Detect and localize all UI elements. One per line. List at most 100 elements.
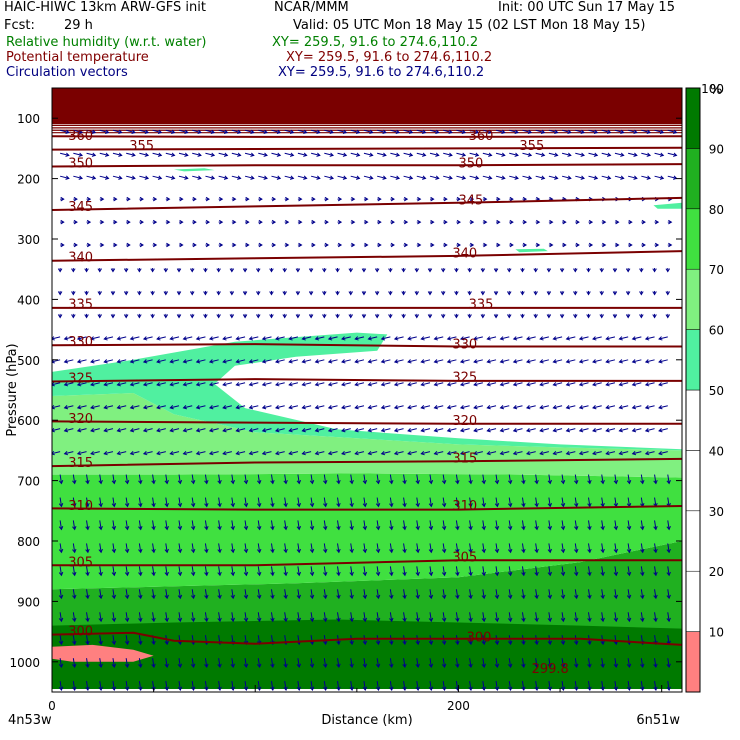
vector-arrow-620: [375, 589, 381, 600]
vector-shaft: [561, 658, 564, 668]
vector-arrow-762: [446, 405, 457, 410]
vector-shaft: [654, 175, 664, 179]
vector-shaft: [337, 566, 340, 576]
vector-head: [403, 242, 409, 248]
vector-arrow-923: [534, 658, 539, 669]
vector-head: [177, 480, 183, 485]
vector-shaft: [508, 658, 512, 668]
vector-arrow-158: [137, 313, 142, 319]
vector-shaft: [632, 428, 642, 432]
vector-head: [665, 268, 671, 273]
vector-head: [407, 336, 412, 341]
vector-arrow-303: [218, 196, 224, 202]
vector-head: [521, 594, 526, 600]
vector-arrow-254: [192, 219, 197, 225]
vector-shaft: [165, 543, 168, 553]
vector-head: [138, 502, 143, 508]
vector-arrow-127: [126, 175, 136, 180]
vector-arrow-1073: [613, 658, 619, 669]
vector-head: [362, 594, 368, 600]
vector-arrow-919: [534, 566, 539, 577]
vector-arrow-888: [512, 428, 523, 433]
vector-shaft: [337, 589, 340, 599]
vector-head: [309, 571, 315, 577]
vector-head: [562, 219, 567, 225]
vector-head: [349, 594, 354, 600]
vector-head: [208, 405, 214, 410]
vector-arrow-2: [60, 175, 70, 180]
vector-arrow-660: [393, 359, 404, 364]
vector-head: [90, 428, 95, 433]
vector-arrow-174: [138, 681, 143, 691]
vector-shaft: [658, 382, 668, 386]
vector-shaft: [390, 129, 400, 133]
vector-head: [587, 502, 592, 508]
vector-arrow-592: [362, 520, 368, 531]
vector-arrow-748: [441, 658, 447, 669]
vector-arrow-89: [90, 450, 100, 456]
vector-arrow-402: [271, 175, 282, 180]
vector-arrow-231: [176, 267, 182, 273]
vector-arrow-312: [208, 405, 219, 410]
vector-head: [116, 405, 121, 410]
vector-head: [71, 268, 76, 273]
vector-shaft: [640, 497, 644, 507]
vector-arrow-500: [324, 129, 334, 134]
vector-arrow-651: [403, 152, 414, 157]
vector-arrow-481: [308, 267, 314, 273]
vector-arrow-925: [548, 129, 559, 134]
vector-head: [271, 196, 277, 202]
vector-shaft: [165, 175, 175, 179]
vector-arrow-273: [190, 658, 196, 669]
vector-shaft: [473, 428, 483, 432]
vector-arrow-993: [574, 543, 579, 554]
vector-shaft: [588, 681, 591, 691]
vector-head: [440, 268, 446, 273]
vector-head: [522, 219, 528, 225]
vector-head: [131, 175, 136, 180]
vector-head: [507, 480, 513, 485]
theta-line-360: [52, 135, 682, 138]
vector-shaft: [257, 658, 261, 668]
vector-head: [98, 571, 103, 577]
vector-shaft: [284, 681, 287, 691]
vector-arrow-574: [349, 681, 354, 691]
vector-shaft: [196, 405, 206, 409]
vector-arrow-916: [534, 497, 539, 508]
vector-head: [486, 382, 491, 387]
vector-arrow-94: [98, 566, 103, 577]
vector-head: [355, 129, 361, 134]
vector-head: [560, 548, 566, 554]
vector-shaft: [191, 520, 195, 530]
vector-arrow-148: [124, 658, 130, 669]
vector-head: [514, 175, 519, 180]
vector-shaft: [183, 428, 193, 432]
vector-arrow-794: [468, 566, 473, 577]
vector-arrow-370: [243, 589, 249, 600]
vector-arrow-223: [164, 658, 169, 669]
vector-shaft: [152, 497, 155, 507]
vector-shaft: [588, 497, 591, 507]
vector-arrow-803: [482, 196, 488, 202]
vector-head: [72, 594, 77, 600]
vector-arrow-57: [84, 290, 89, 296]
vector-arrow-425: [284, 129, 295, 134]
vector-arrow-702: [429, 175, 440, 180]
vector-shaft: [521, 658, 525, 668]
vector-arrow-377: [258, 175, 268, 180]
vector-shaft: [455, 497, 459, 507]
vector-arrow-551: [350, 152, 361, 157]
vector-shaft: [165, 589, 168, 599]
vector-arrow-576: [363, 152, 374, 157]
vector-head: [469, 219, 475, 225]
vector-head: [606, 175, 612, 180]
vector-head: [269, 268, 274, 273]
vector-arrow-562: [341, 405, 351, 410]
vector-shaft: [310, 566, 313, 576]
vector-arrow-1080: [628, 242, 633, 248]
vector-shaft: [52, 428, 61, 432]
vector-arrow-1082: [625, 290, 631, 296]
vector-arrow-37: [63, 405, 74, 410]
vector-arrow-190: [151, 474, 156, 485]
vector-arrow-926: [548, 152, 559, 157]
